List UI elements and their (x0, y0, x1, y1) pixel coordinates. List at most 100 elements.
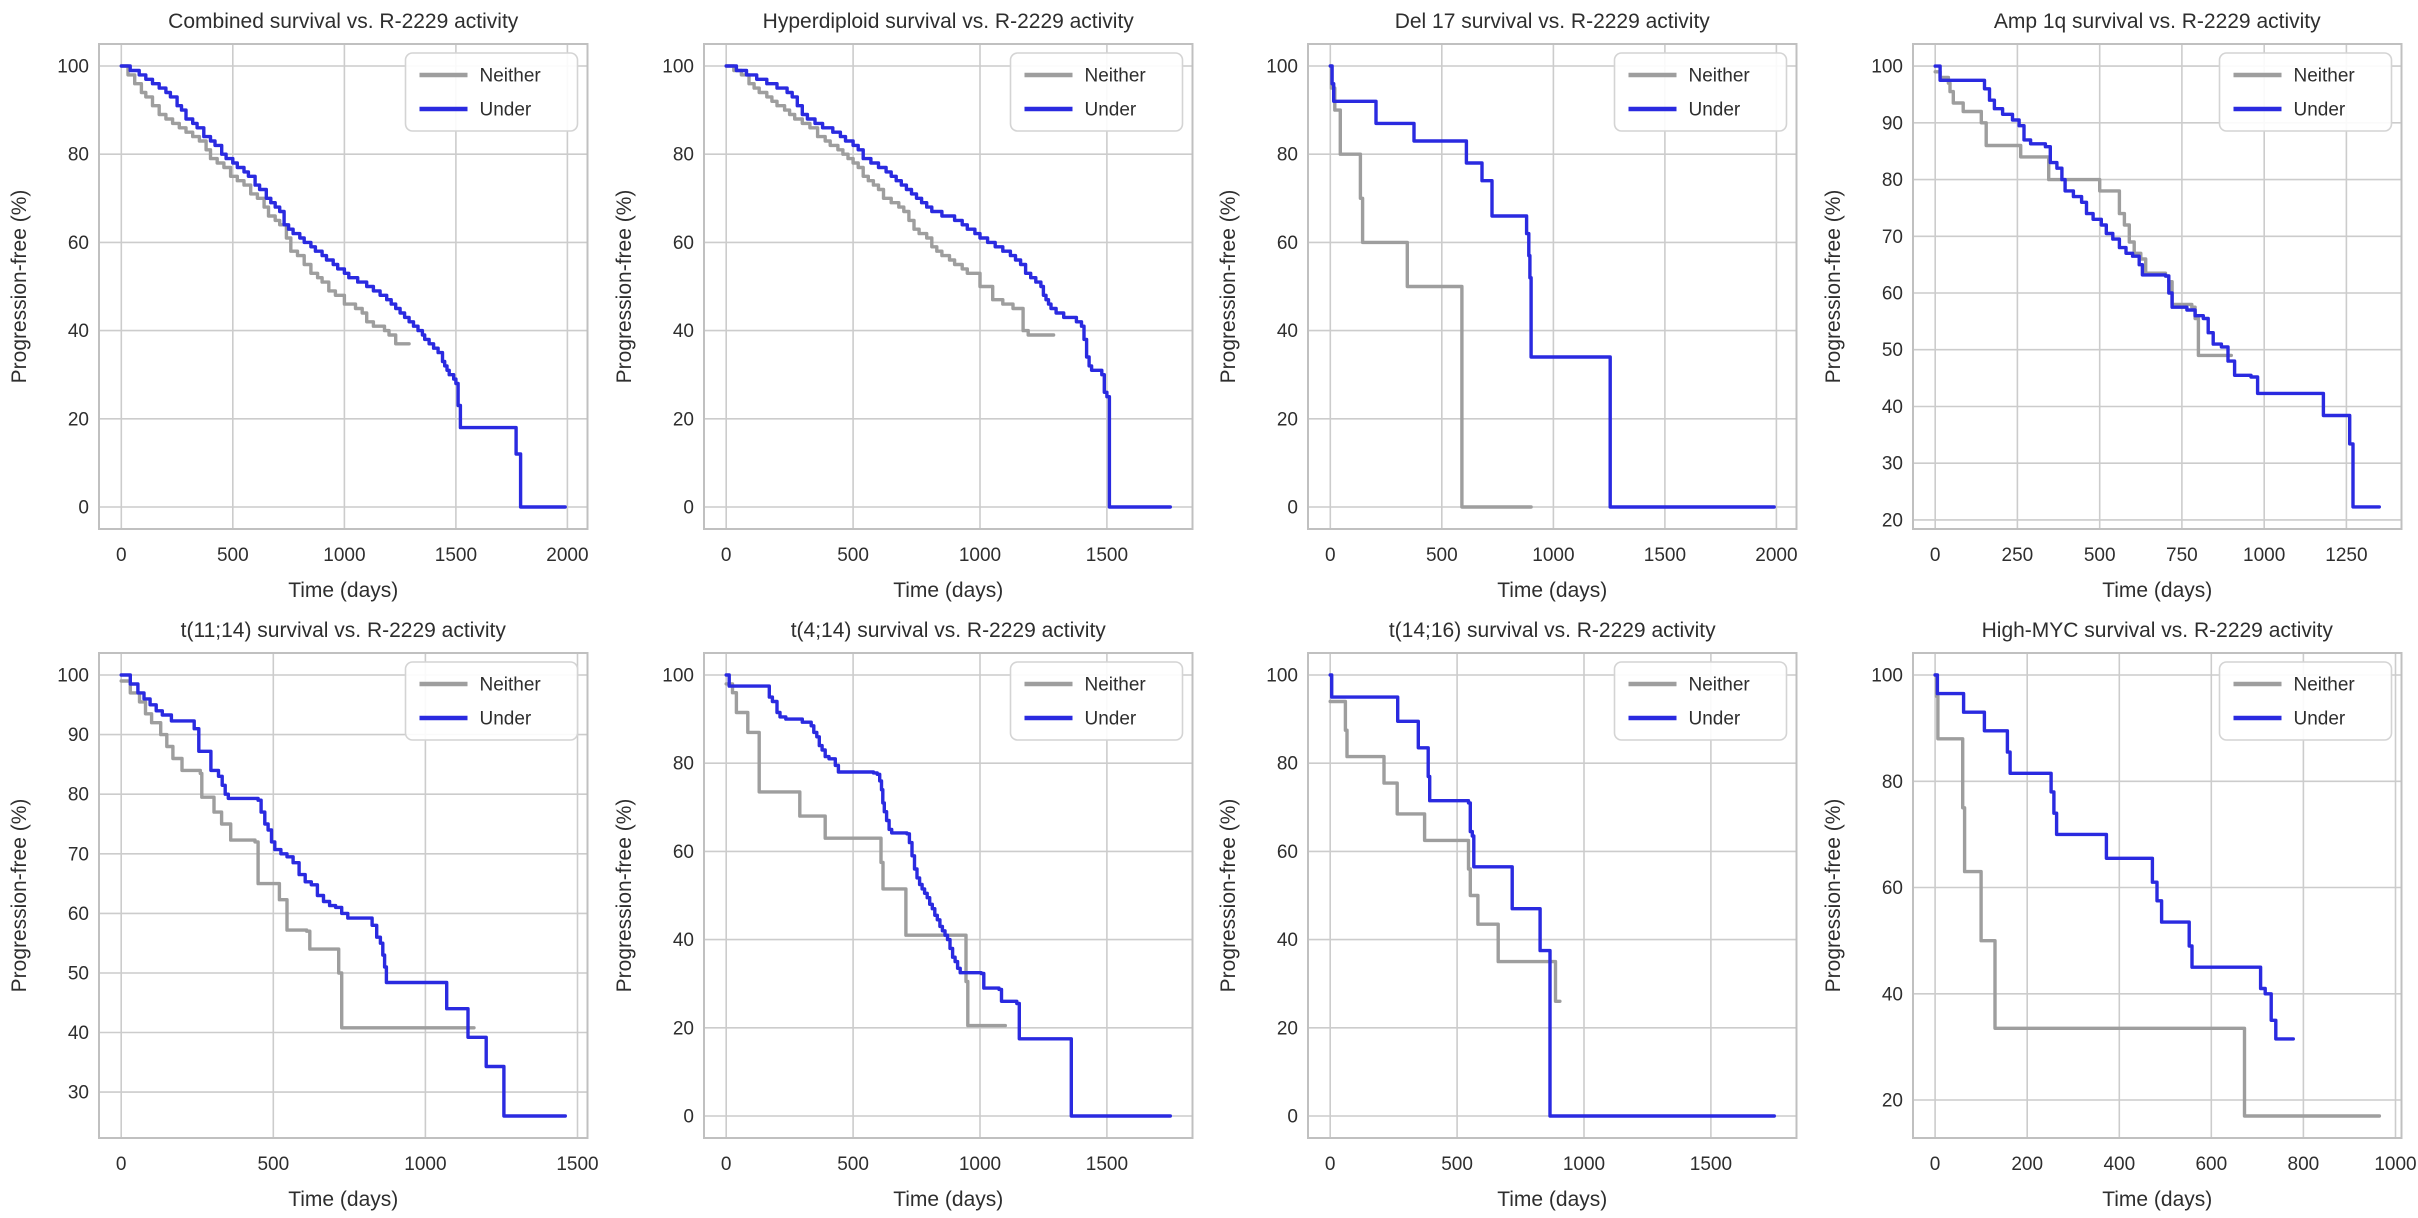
x-tick-label: 500 (257, 1154, 289, 1175)
legend-label-neither: Neither (1084, 66, 1146, 87)
legend-box (1009, 52, 1183, 132)
legend-box (2218, 661, 2392, 741)
x-tick-label: 0 (720, 545, 731, 566)
series-line-neither (1328, 64, 1533, 509)
series-line-under (724, 673, 1172, 1118)
x-tick-label: 1500 (1690, 1154, 1732, 1175)
series-line-under (119, 673, 567, 1118)
x-tick-label: 0 (720, 1154, 731, 1175)
plot-border (1911, 43, 2402, 530)
y-tick-label: 40 (672, 930, 693, 951)
x-tick-label: 0 (1325, 1154, 1336, 1175)
y-tick-label: 0 (1287, 1107, 1298, 1128)
series-line-neither (724, 682, 1007, 1028)
x-tick-label: 400 (2103, 1154, 2135, 1175)
x-axis-label: Time (days) (893, 579, 1003, 602)
x-tick-label: 1000 (404, 1154, 446, 1175)
series-line-under (724, 64, 1172, 509)
y-tick-label: 20 (68, 409, 89, 430)
plot-border (1307, 43, 1798, 530)
y-tick-label: 80 (1277, 754, 1298, 775)
x-tick-label: 600 (2195, 1154, 2227, 1175)
x-tick-label: 200 (2011, 1154, 2043, 1175)
subplot-title: t(4;14) survival vs. R-2229 activity (790, 619, 1106, 642)
x-tick-label: 2000 (1755, 545, 1797, 566)
y-tick-label: 60 (672, 233, 693, 254)
y-tick-label: 60 (68, 904, 89, 925)
legend: Neither Under (1009, 661, 1183, 741)
legend-label-neither: Neither (1689, 66, 1751, 87)
legend-box (2218, 52, 2392, 132)
legend-label-neither: Neither (1689, 675, 1751, 696)
y-tick-label: 20 (672, 409, 693, 430)
legend-label-under: Under (2293, 100, 2345, 121)
x-tick-label: 2000 (546, 545, 588, 566)
legend-label-neither: Neither (1084, 675, 1146, 696)
y-axis-label: Progression-free (%) (1822, 799, 1845, 993)
y-tick-label: 0 (1287, 498, 1298, 519)
legend: Neither Under (1613, 661, 1788, 741)
y-tick-label: 20 (1277, 1018, 1298, 1039)
legend-label-under: Under (1689, 709, 1741, 730)
x-tick-label: 500 (217, 545, 249, 566)
y-tick-label: 100 (1871, 57, 1903, 78)
y-axis-label: Progression-free (%) (1217, 190, 1240, 384)
y-tick-label: 60 (1881, 284, 1902, 305)
subplot-t-14-16: t(14;16) survival vs. R-2229 activity 0 50… (1209, 609, 1814, 1218)
series-line-under (1328, 64, 1776, 509)
y-tick-label: 0 (78, 498, 89, 519)
x-tick-label: 1000 (2243, 545, 2285, 566)
x-tick-label: 500 (837, 1154, 869, 1175)
y-tick-label: 60 (68, 233, 89, 254)
subplot-title: Hyperdiploid survival vs. R-2229 activit… (762, 10, 1134, 33)
legend-label-under: Under (480, 709, 532, 730)
x-tick-label: 1500 (556, 1154, 598, 1175)
x-tick-label: 750 (2166, 545, 2198, 566)
y-tick-label: 20 (1277, 409, 1298, 430)
x-tick-label: 1500 (435, 545, 477, 566)
subplot-title: Amp 1q survival vs. R-2229 activity (1993, 10, 2320, 33)
x-axis-label: Time (days) (288, 1188, 398, 1211)
x-tick-label: 0 (1325, 545, 1336, 566)
legend-box (404, 661, 579, 741)
plot-border (98, 652, 589, 1139)
x-tick-label: 500 (2083, 545, 2115, 566)
series-line-neither (119, 64, 411, 346)
x-tick-label: 800 (2287, 1154, 2319, 1175)
y-tick-label: 80 (1881, 170, 1902, 191)
subplot-high-myc: High-MYC survival vs. R-2229 activity 0 20… (1814, 609, 2418, 1218)
y-tick-label: 40 (1277, 321, 1298, 342)
y-tick-label: 80 (68, 785, 89, 806)
subplot-hyperdiploid: Hyperdiploid survival vs. R-2229 activit… (605, 0, 1210, 609)
legend: Neither Under (1613, 52, 1788, 132)
legend-box (1613, 52, 1788, 132)
y-tick-label: 90 (68, 725, 89, 746)
x-tick-label: 1000 (1563, 1154, 1605, 1175)
y-axis-label: Progression-free (%) (1822, 190, 1845, 384)
subplot-title: Del 17 survival vs. R-2229 activity (1395, 10, 1711, 33)
x-axis-label: Time (days) (1497, 1188, 1607, 1211)
subplot-canvas-combined: Combined survival vs. R-2229 activity 0 50… (8, 10, 589, 602)
subplot-amp-1q: Amp 1q survival vs. R-2229 activity 0 250 5… (1814, 0, 2418, 609)
series-line-neither (724, 64, 1055, 337)
legend-box (1009, 661, 1183, 741)
plot-border (702, 43, 1193, 530)
series-line-neither (119, 679, 476, 1030)
x-tick-label: 0 (1929, 545, 1940, 566)
x-tick-label: 1000 (1532, 545, 1574, 566)
series-line-neither (1932, 673, 2381, 1118)
x-axis-label: Time (days) (1497, 579, 1607, 602)
subplot-canvas-t-11-14: t(11;14) survival vs. R-2229 activity 0 50… (8, 619, 599, 1211)
legend-label-neither: Neither (2293, 66, 2355, 87)
x-tick-label: 1000 (958, 1154, 1000, 1175)
y-tick-label: 40 (68, 321, 89, 342)
subplot-canvas-t-14-16: t(14;16) survival vs. R-2229 activity 0 50… (1217, 619, 1798, 1211)
subplot-canvas-t-4-14: t(4;14) survival vs. R-2229 activity 0 500… (613, 619, 1193, 1211)
y-tick-label: 20 (672, 1018, 693, 1039)
y-tick-label: 20 (1881, 510, 1902, 531)
y-tick-label: 50 (1881, 340, 1902, 361)
series-line-under (1933, 64, 2381, 509)
y-tick-label: 40 (672, 321, 693, 342)
subplot-title: High-MYC survival vs. R-2229 activity (1981, 619, 2333, 642)
